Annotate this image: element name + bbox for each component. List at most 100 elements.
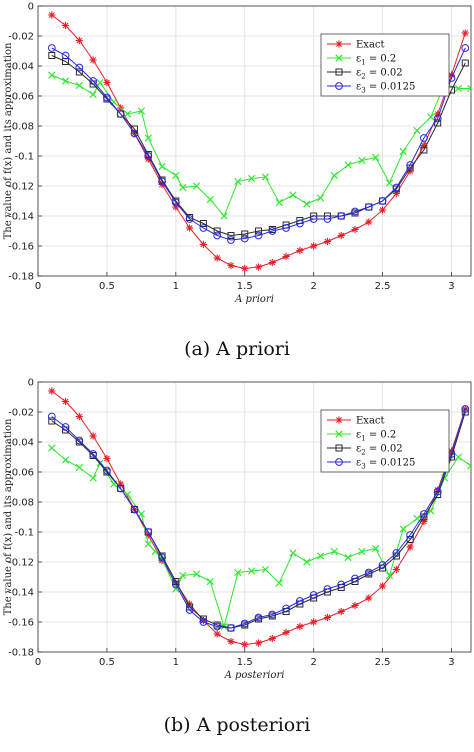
data-point (171, 198, 180, 207)
data-point (316, 552, 325, 560)
x-tick-label: 0 (35, 657, 41, 668)
y-tick-label: 0 (28, 2, 34, 13)
legend-swatch-marker (335, 68, 343, 76)
legend-item: ε1 = 0.2 (327, 430, 396, 443)
data-point (123, 110, 132, 118)
legend-label: Exact (356, 40, 385, 51)
data-point (385, 179, 394, 187)
data-point (75, 436, 84, 445)
data-point (241, 640, 249, 649)
series-1 (48, 387, 469, 649)
data-point (323, 585, 332, 593)
data-point (392, 549, 401, 557)
data-point (268, 227, 277, 235)
data-point (420, 134, 428, 142)
y-tick-label: -0.16 (8, 618, 34, 629)
chart-a-priori: 0 0.5 1 1.5 2 2.5 3 0 -0.02 -0.04 -0.06 -0.08 -0.1 -0… (3, 2, 472, 360)
data-point (433, 487, 442, 496)
x-tick-label: 1.5 (237, 281, 253, 292)
x-tick-label: 0.5 (99, 657, 115, 668)
data-point (116, 484, 125, 493)
data-point (48, 444, 56, 452)
data-point (227, 637, 235, 646)
data-point (454, 84, 462, 93)
data-point (303, 200, 311, 208)
data-point (365, 594, 373, 602)
data-point (206, 577, 214, 586)
data-point (103, 93, 111, 102)
data-point (144, 540, 152, 548)
data-point (406, 161, 415, 169)
legend-item: Exact (327, 416, 385, 427)
y-tick-label: -0.1 (14, 528, 34, 539)
data-point (413, 126, 421, 135)
data-point (392, 565, 400, 574)
data-point (378, 197, 387, 205)
data-point (144, 528, 153, 536)
data-point (48, 71, 56, 79)
data-point (330, 547, 338, 556)
data-point (89, 474, 97, 482)
data-point (378, 206, 387, 214)
data-point (179, 183, 187, 192)
x-tick-label: 2 (310, 281, 316, 292)
data-point (378, 582, 387, 590)
data-point (454, 453, 462, 461)
data-point (392, 183, 401, 192)
data-point (75, 463, 83, 472)
data-point (61, 21, 70, 30)
data-point (240, 234, 249, 243)
y-tick-label: -0.16 (8, 242, 34, 253)
data-point (282, 252, 290, 261)
data-point (461, 44, 470, 52)
data-point (358, 547, 366, 556)
data-point (261, 565, 270, 574)
data-point (337, 580, 346, 589)
data-point (116, 110, 125, 118)
x-tick-label: 1 (173, 657, 179, 668)
data-point (61, 397, 70, 406)
data-point (130, 129, 139, 138)
data-point (75, 36, 83, 45)
chart-panel-a-posteriori: 0 0.5 1 1.5 2 2.5 3 0 -0.02 -0.04 -0.06 -0.08 -0.1 -0… (0, 376, 474, 752)
data-point (89, 56, 97, 64)
figure-caption: (b) A posteriori (164, 714, 311, 736)
data-point (192, 570, 201, 578)
legend-label: ε1 = 0.2 (356, 430, 396, 443)
data-point (227, 261, 235, 270)
data-point (61, 51, 70, 60)
data-point (75, 68, 83, 76)
x-tick-label: 2 (310, 657, 316, 668)
data-point (47, 44, 56, 52)
x-tick-label: 2.5 (375, 657, 391, 668)
data-point (323, 613, 332, 622)
y-tick-label: -0.08 (8, 122, 34, 133)
data-point (172, 171, 180, 180)
data-point (461, 59, 469, 67)
data-point (351, 574, 359, 583)
data-point (48, 417, 56, 425)
data-point (213, 227, 221, 235)
legend-swatch-marker (335, 82, 343, 90)
data-point (199, 224, 208, 232)
data-point (337, 212, 346, 220)
data-point (268, 258, 276, 267)
data-point (213, 231, 222, 240)
data-point (351, 207, 359, 216)
data-point (254, 639, 263, 647)
data-point (144, 134, 152, 142)
data-point (137, 510, 145, 518)
data-point (240, 619, 249, 628)
axes-box (37, 381, 472, 653)
data-point (75, 63, 84, 72)
x-tick-label: 2.5 (375, 281, 391, 292)
data-point (282, 224, 290, 232)
data-point (220, 212, 228, 220)
y-tick-label: -0.04 (8, 438, 34, 449)
y-tick-label: -0.18 (8, 272, 34, 283)
data-point (213, 254, 221, 262)
data-point (323, 237, 332, 246)
data-point (96, 78, 104, 87)
data-point (420, 510, 428, 518)
